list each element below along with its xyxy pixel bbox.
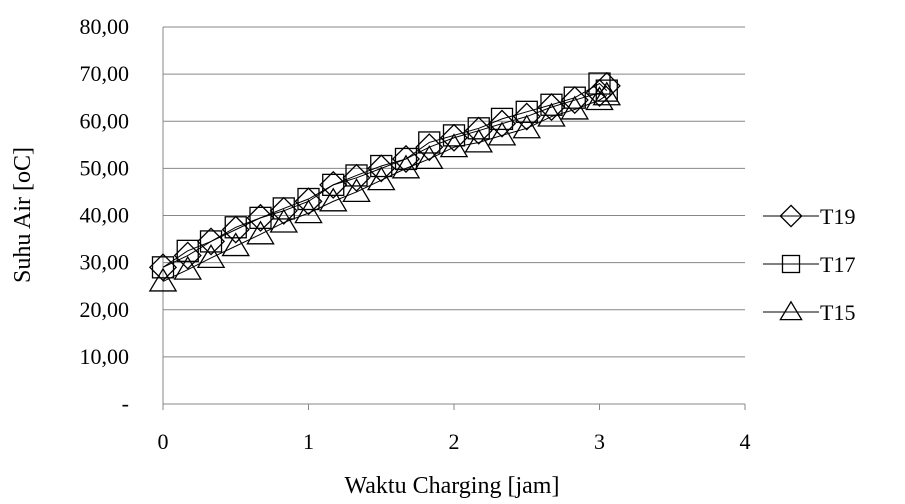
series-markers — [148, 71, 622, 292]
data-point-t15 — [512, 114, 542, 139]
data-point-t19 — [560, 85, 589, 115]
y-tick-label: 50,00 — [80, 155, 130, 180]
data-point-t17 — [394, 147, 418, 171]
legend-marker-t17 — [781, 254, 801, 274]
series-line-t17 — [162, 82, 608, 268]
data-point-t15 — [173, 255, 203, 280]
data-point-t19 — [269, 196, 298, 225]
data-point-t17 — [249, 206, 272, 230]
data-point-t19 — [294, 187, 323, 216]
x-tick-label: 4 — [740, 429, 751, 454]
data-point-t19 — [487, 109, 517, 138]
data-point-t19 — [319, 170, 348, 199]
legend-label-t19: T19 — [820, 204, 855, 229]
data-point-t19 — [342, 163, 371, 192]
data-point-t19 — [148, 253, 178, 282]
data-point-t19 — [391, 144, 421, 173]
data-point-t19 — [173, 241, 202, 270]
data-point-t17 — [322, 173, 345, 197]
data-point-t17 — [540, 93, 563, 116]
legend-marker-t15 — [779, 300, 803, 321]
data-point-t15 — [294, 199, 323, 224]
data-point-t17 — [176, 239, 199, 262]
data-point-t15 — [537, 102, 566, 127]
x-tick-label: 1 — [303, 429, 314, 454]
legend: T19 T17 T15 — [763, 204, 855, 325]
data-point-t15 — [585, 86, 614, 111]
data-point-t15 — [366, 166, 396, 191]
data-point-t17 — [490, 107, 514, 131]
data-point-t19 — [367, 154, 396, 183]
data-point-t17 — [297, 187, 320, 211]
x-tick-label: 2 — [449, 429, 460, 454]
tick-labels: - 10,00 20,00 30,00 40,00 50,00 60,00 70,00 80,0… — [80, 14, 751, 454]
y-tick-label: 60,00 — [80, 108, 130, 133]
data-point-t17 — [199, 230, 223, 253]
data-point-t19 — [221, 215, 250, 244]
data-point-t19 — [246, 203, 275, 232]
data-point-t19 — [415, 133, 444, 162]
y-axis-title: Suhu Air [oC] — [10, 147, 36, 283]
data-point-t19 — [196, 227, 226, 256]
data-point-t17 — [272, 197, 295, 220]
x-tick-label: 0 — [158, 429, 169, 454]
x-axis-title: Waktu Charging [jam] — [345, 473, 560, 499]
data-point-t17 — [370, 154, 393, 178]
data-point-t15 — [439, 133, 469, 158]
data-point-t15 — [414, 145, 444, 170]
legend-label-t17: T17 — [820, 252, 855, 277]
data-point-t15 — [560, 95, 590, 120]
data-point-t19 — [585, 78, 614, 108]
data-point-t15 — [196, 244, 226, 269]
legend-marker-t19 — [779, 204, 803, 228]
data-point-t19 — [512, 102, 541, 131]
data-point-t17 — [563, 86, 586, 109]
data-point-t15 — [342, 178, 371, 203]
y-tick-label: 20,00 — [80, 297, 130, 322]
y-tick-label: 30,00 — [80, 250, 130, 275]
series-line-t15 — [162, 94, 608, 282]
y-tick-label: 80,00 — [80, 14, 130, 39]
data-point-t15 — [391, 154, 421, 179]
data-point-t15 — [148, 267, 178, 292]
data-point-t17 — [418, 131, 441, 154]
data-point-t17 — [345, 164, 368, 187]
x-tick-label: 3 — [594, 429, 605, 454]
data-point-t15 — [592, 81, 622, 106]
y-tick-label: - — [122, 391, 129, 416]
data-point-t17 — [595, 79, 618, 102]
data-point-t19 — [537, 93, 566, 122]
data-point-t15 — [221, 232, 251, 257]
data-point-t17 — [442, 124, 466, 147]
data-point-t15 — [464, 128, 494, 153]
series-line-t19 — [162, 85, 608, 268]
axes — [162, 27, 746, 410]
data-point-t15 — [318, 187, 348, 212]
data-point-t15 — [269, 208, 299, 233]
data-point-t17 — [151, 256, 175, 279]
data-point-t17 — [224, 216, 247, 239]
y-tick-label: 40,00 — [80, 203, 130, 228]
series-lines — [162, 82, 608, 282]
data-point-t17 — [515, 100, 538, 123]
data-point-t19 — [439, 123, 469, 152]
y-tick-label: 10,00 — [80, 344, 130, 369]
data-point-t15 — [246, 220, 275, 245]
y-tick-label: 70,00 — [80, 61, 130, 86]
data-point-t19 — [464, 116, 493, 145]
data-point-t17 — [467, 117, 490, 140]
gridlines — [163, 26, 745, 358]
data-point-t15 — [487, 121, 517, 146]
legend-label-t15: T15 — [820, 300, 855, 325]
